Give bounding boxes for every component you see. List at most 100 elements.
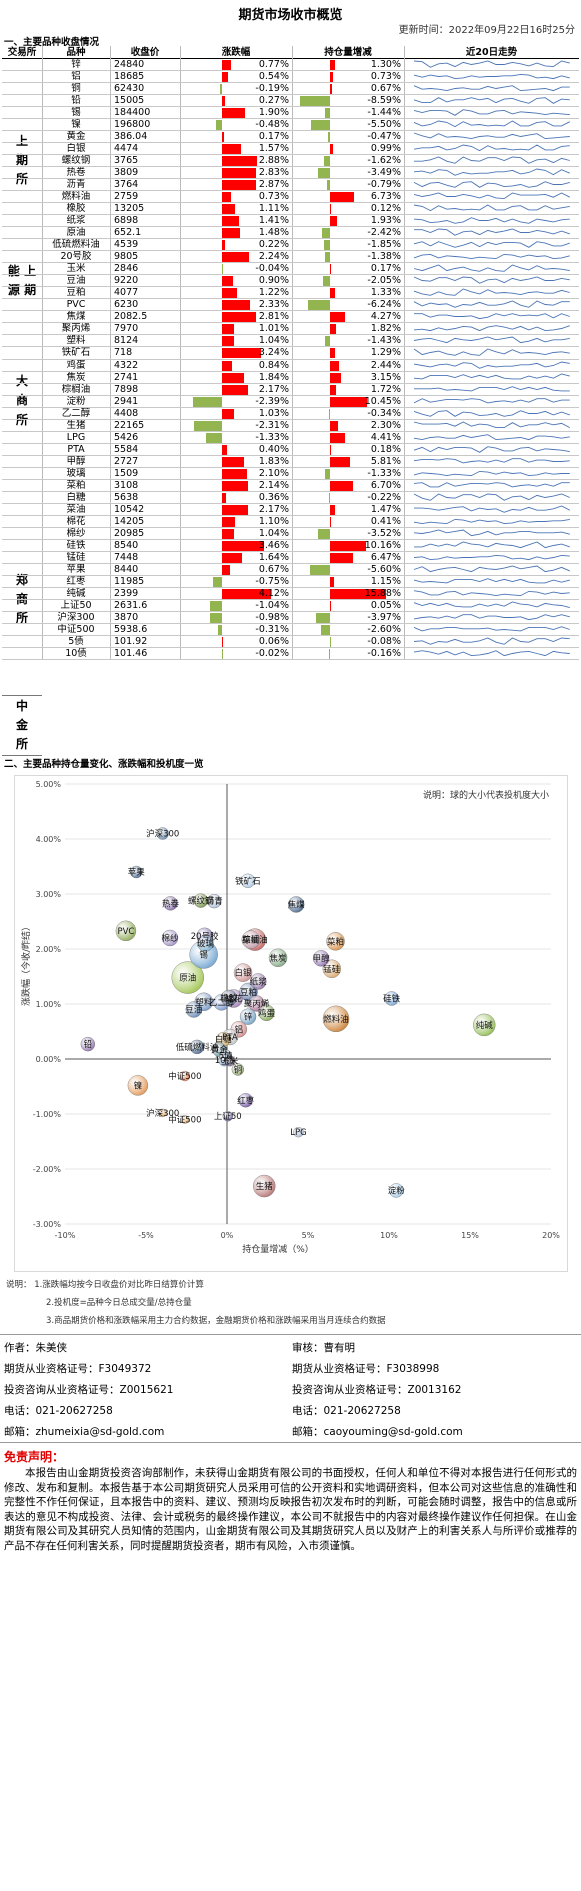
sparkline — [413, 373, 570, 379]
product-name: 铅 — [71, 95, 81, 107]
sparkline-path — [413, 348, 570, 357]
oi-value: 4.41% — [370, 431, 401, 443]
sparkline — [414, 156, 570, 164]
bubble-label: 黄金 — [211, 1045, 229, 1056]
change-value: 1.04% — [258, 335, 289, 347]
disclaimer-title: 免责声明： — [4, 1450, 65, 1464]
change-bar — [222, 228, 240, 239]
bubble-label: 甲醇 — [313, 953, 331, 964]
bubble-chart: -3.00% -2.00% -1.00% 0.00% 1.00% 2.00% 3.00% 4.… — [14, 775, 568, 1272]
sparkline — [413, 493, 570, 501]
product-name: 沥青 — [66, 179, 86, 191]
change-value: 0.40% — [258, 443, 289, 455]
table-row — [2, 659, 579, 660]
page-title: 期货市场收市概览 — [238, 8, 343, 23]
table-row — [2, 586, 579, 588]
sparkline — [414, 505, 571, 513]
sparkline-path — [413, 241, 570, 249]
bubble-label: 焦煤 — [288, 899, 306, 910]
close-price: 4077 — [114, 287, 139, 299]
sparkline — [413, 601, 570, 608]
y-tick-label: 5.00% — [36, 780, 62, 789]
change-bar — [222, 384, 249, 395]
product-name: 纸浆 — [66, 215, 86, 227]
table-row — [2, 598, 579, 600]
change-bar — [222, 372, 245, 383]
oi-bar — [330, 84, 333, 95]
close-price: 7448 — [114, 551, 139, 563]
oi-value: -1.43% — [367, 335, 401, 347]
sparkline — [413, 518, 570, 524]
table-row — [2, 106, 579, 108]
bubble-label: 橡胶 — [220, 993, 238, 1004]
sparkline-path — [414, 385, 570, 391]
sparkline-path — [413, 60, 570, 68]
oi-value: 1.29% — [370, 347, 401, 359]
exchange-group: 上 期 所 — [2, 59, 42, 264]
product-name: 菜油 — [66, 503, 86, 515]
oi-bar — [324, 336, 330, 347]
change-value: 1.64% — [258, 551, 289, 563]
bubble — [389, 1183, 404, 1198]
bubble-label: PVC — [117, 927, 134, 937]
oi-value: 0.17% — [370, 263, 401, 275]
change-bar — [222, 180, 257, 191]
sparkline-path — [413, 254, 570, 260]
sparkline-path — [413, 481, 570, 488]
table-row — [2, 346, 579, 348]
y-tick-label: 1.00% — [36, 1000, 62, 1009]
product-name: 玉米 — [66, 263, 86, 275]
table-row — [2, 466, 579, 468]
table-row — [2, 310, 579, 312]
oi-value: -0.34% — [367, 407, 401, 419]
table-row — [2, 442, 579, 444]
product-name: 5债 — [68, 635, 84, 647]
oi-bar — [330, 480, 354, 491]
product-name: 塑料 — [66, 335, 86, 347]
close-price: 2082.5 — [114, 311, 148, 323]
oi-value: -5.50% — [367, 119, 401, 131]
section1-title: 一、主要品种收盘情况 — [4, 37, 100, 48]
close-price: 62430 — [114, 83, 145, 95]
bubble — [258, 1004, 275, 1022]
oi-value: -0.22% — [367, 491, 401, 503]
change-bar — [222, 528, 235, 539]
close-price: 652.1 — [114, 227, 142, 239]
header-name: 品种 — [66, 47, 86, 58]
sparkline — [413, 192, 571, 200]
oi-value: 0.99% — [370, 143, 401, 155]
change-bar — [222, 588, 272, 599]
oi-bar — [330, 216, 337, 227]
oi-bar — [316, 612, 330, 623]
bubble-label: 菜粕 — [327, 936, 344, 947]
product-name: 中证500 — [57, 623, 95, 635]
change-bar — [209, 600, 222, 611]
product-name: 红枣 — [66, 575, 86, 587]
bubble — [322, 959, 342, 979]
market-table: 交易所 品种 收盘价 涨跌幅 持仓量增减 近20日走势上 期 所能 上 源 期大 商 所郑… — [2, 46, 579, 757]
oi-value: -5.60% — [367, 563, 401, 575]
sparkline — [413, 361, 570, 369]
y-tick-label: -1.00% — [33, 1110, 62, 1119]
bubble — [231, 1063, 245, 1076]
oi-bar — [320, 624, 330, 635]
sparkline-path — [413, 650, 570, 657]
change-value: 0.17% — [258, 131, 289, 143]
sparkline — [414, 541, 570, 548]
x-axis-label: 持仓量增减（%） — [242, 1243, 314, 1255]
sparkline — [413, 288, 570, 297]
reviewer-phone: 电话：021-20627258 — [292, 1405, 401, 1417]
sparkline — [413, 421, 571, 428]
table-row — [2, 238, 579, 240]
header-change: 涨跌幅 — [221, 47, 251, 58]
change-bar — [218, 624, 222, 635]
x-tick-label: 15% — [461, 1231, 479, 1240]
bubble-label: 棉纱 — [161, 933, 179, 944]
sparkline-path — [413, 601, 570, 608]
oi-bar — [308, 300, 330, 311]
bubble — [185, 1001, 202, 1018]
bubble-label: 纯碱 — [476, 1020, 494, 1031]
bubble — [239, 1008, 257, 1025]
sparkline — [413, 433, 570, 440]
col-separator — [180, 46, 181, 660]
